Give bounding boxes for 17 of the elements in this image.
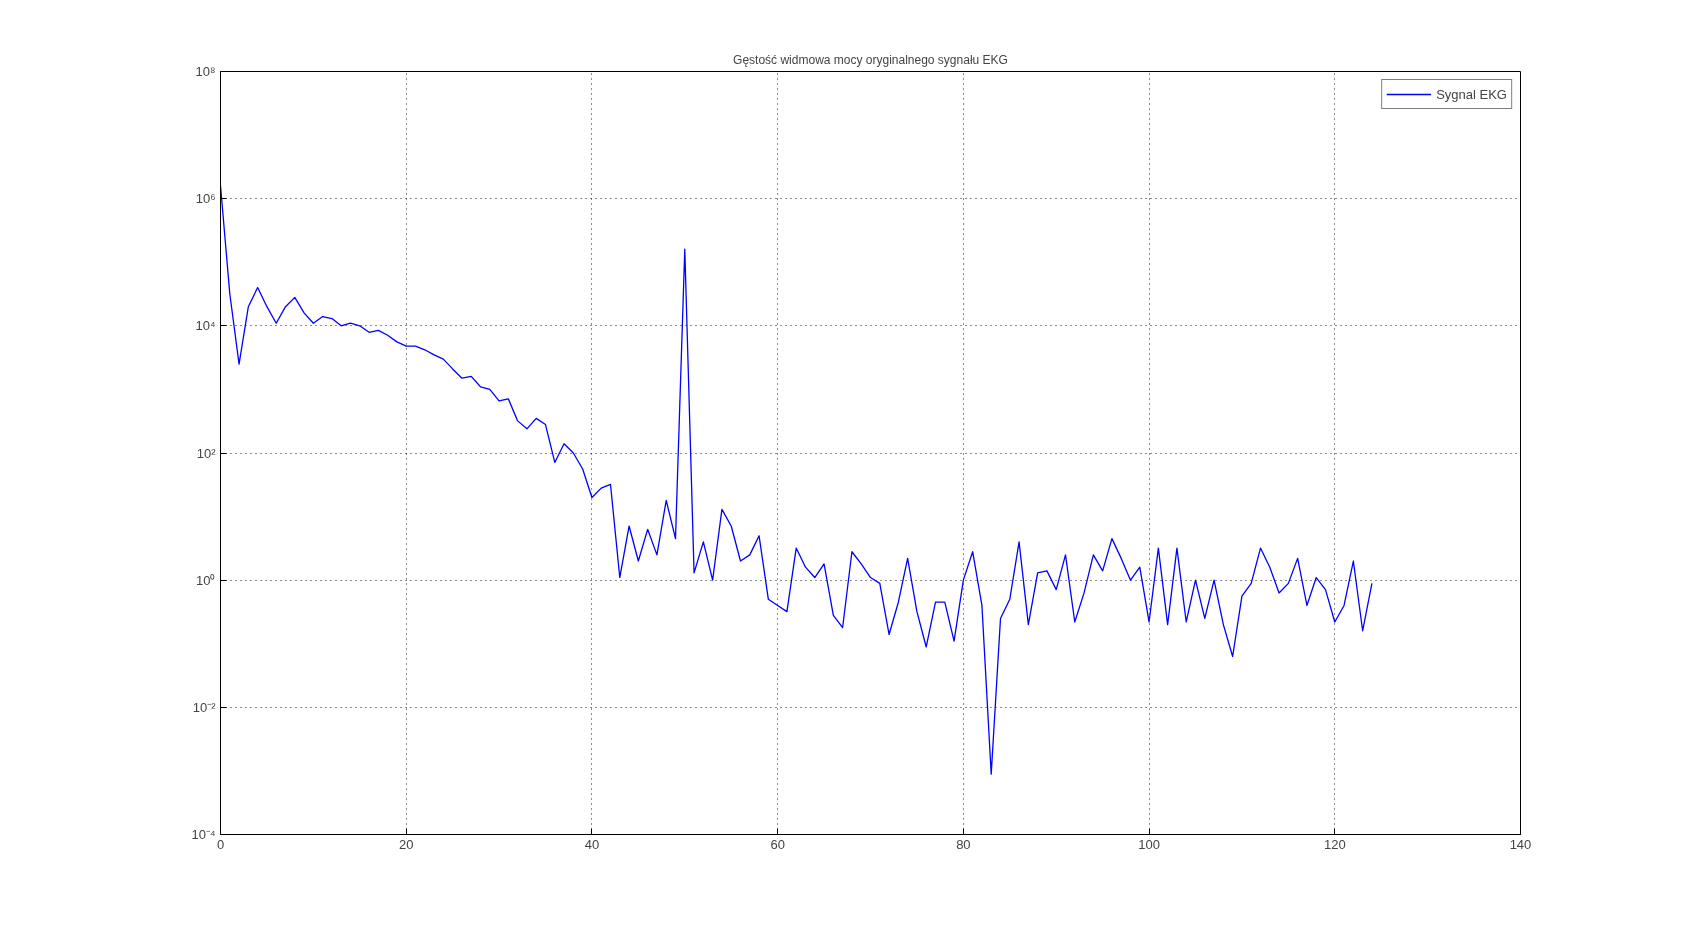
y-tick-label: 10⁻² (192, 699, 217, 715)
y-tick-label: 10⁶ (195, 191, 216, 207)
x-tick-label: 0 (216, 836, 225, 852)
x-tick-label: 140 (1509, 836, 1532, 852)
y-tick-label: 10⁸ (195, 64, 216, 79)
legend-label: Sygnal EKG (1436, 86, 1507, 102)
x-tick-label: 120 (1323, 836, 1346, 852)
x-tick-label: 80 (956, 836, 971, 852)
x-tick-label: 100 (1138, 836, 1160, 852)
y-tick-label: 10⁰ (196, 572, 216, 588)
y-tick-label: 10⁴ (195, 318, 216, 334)
y-tick-label: 10² (196, 445, 217, 461)
y-tick-label: 10⁻⁴ (191, 827, 216, 842)
x-tick-label: 40 (584, 836, 600, 852)
x-tick-label: 60 (770, 836, 785, 852)
x-tick-label: 20 (398, 836, 414, 852)
chart-title: Gęstość widmowa mocy oryginalnego sygnału EKG (733, 52, 1008, 67)
